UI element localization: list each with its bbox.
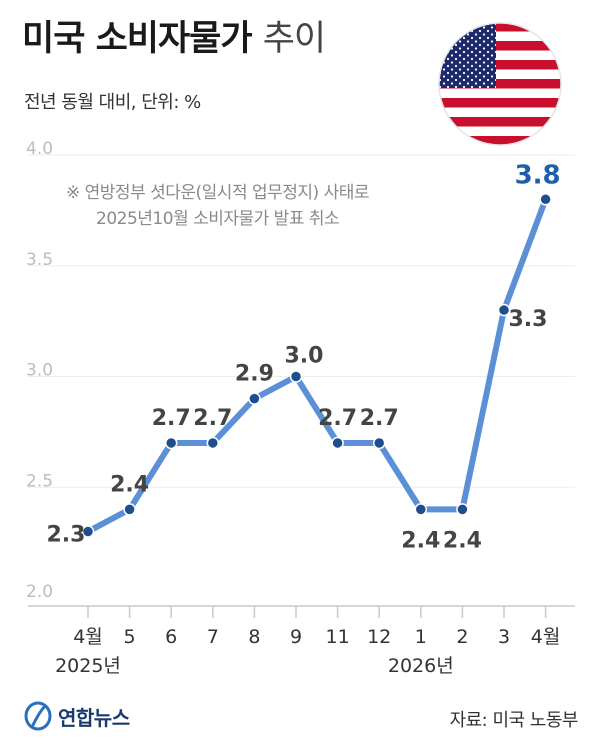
data-point — [414, 503, 428, 516]
data-point — [331, 436, 344, 450]
x-tick-label: 7 — [207, 626, 219, 648]
source-text: 자료: 미국 노동부 — [449, 710, 579, 731]
x-tick-label: 9 — [290, 626, 302, 648]
title-main: 미국 소비자물가 — [22, 19, 253, 59]
x-tick-label: 2 — [456, 626, 468, 648]
data-point — [497, 303, 511, 317]
note-line-1: ※ 연방정부 셧다운(일시적 업무정지) 사태로 — [66, 183, 370, 203]
x-tick-label: 5 — [124, 626, 136, 648]
y-tick-label: 2.0 — [26, 582, 53, 602]
series-line — [85, 196, 549, 535]
data-point — [289, 370, 303, 383]
data-point — [81, 525, 95, 538]
x-tick-label: 6 — [165, 626, 177, 648]
data-label: 3.0 — [285, 344, 324, 369]
data-label: 2.7 — [152, 406, 191, 431]
data-label: 2.4 — [443, 528, 482, 553]
note-line-2: 2025년10월 소비자물가 발표 취소 — [96, 209, 340, 229]
chart-title: 미국 소비자물가 추이 — [22, 19, 326, 59]
yonhap-logo: 연합뉴스 — [24, 700, 130, 732]
year-label-2025: 2025년 — [55, 655, 121, 677]
data-point — [123, 503, 136, 516]
y-tick-label: 3.5 — [26, 250, 53, 270]
yonhap-logo-icon — [24, 701, 52, 731]
title-suffix: 추이 — [262, 19, 326, 59]
x-tick-label: 11 — [326, 626, 350, 648]
data-label: 2.7 — [360, 406, 399, 431]
y-tick-label: 2.5 — [26, 471, 53, 491]
x-tick-label: 4월 — [531, 626, 561, 648]
x-tick-label: 8 — [248, 626, 260, 648]
data-label: 2.7 — [318, 406, 357, 431]
data-label: 3.3 — [509, 307, 548, 332]
x-tick-label: 3 — [498, 626, 510, 648]
data-point — [372, 436, 386, 450]
data-label: 2.7 — [193, 406, 232, 431]
data-label: 2.4 — [401, 528, 440, 553]
chart-subtitle: 전년 동월 대비, 단위: % — [24, 92, 201, 113]
data-point — [206, 436, 220, 450]
data-label: 2.4 — [110, 472, 149, 497]
yonhap-logo-text: 연합뉴스 — [58, 705, 130, 730]
x-tick-label: 12 — [367, 626, 391, 648]
x-tick-label: 1 — [415, 626, 427, 648]
x-tick-label: 4월 — [73, 626, 103, 648]
us-flag-icon — [438, 22, 562, 146]
y-tick-label: 4.0 — [26, 139, 53, 159]
year-label-2026: 2026년 — [388, 655, 454, 677]
shutdown-note: ※ 연방정부 셧다운(일시적 업무정지) 사태로 2025년10월 소비자물가 … — [66, 180, 370, 232]
data-point — [456, 503, 469, 516]
data-point — [539, 193, 552, 206]
data-label-latest: 3.8 — [515, 160, 561, 190]
data-label: 2.9 — [235, 362, 274, 387]
data-point — [164, 436, 178, 450]
y-tick-label: 3.0 — [26, 361, 53, 381]
data-label: 2.3 — [47, 523, 86, 548]
data-point — [248, 392, 261, 405]
